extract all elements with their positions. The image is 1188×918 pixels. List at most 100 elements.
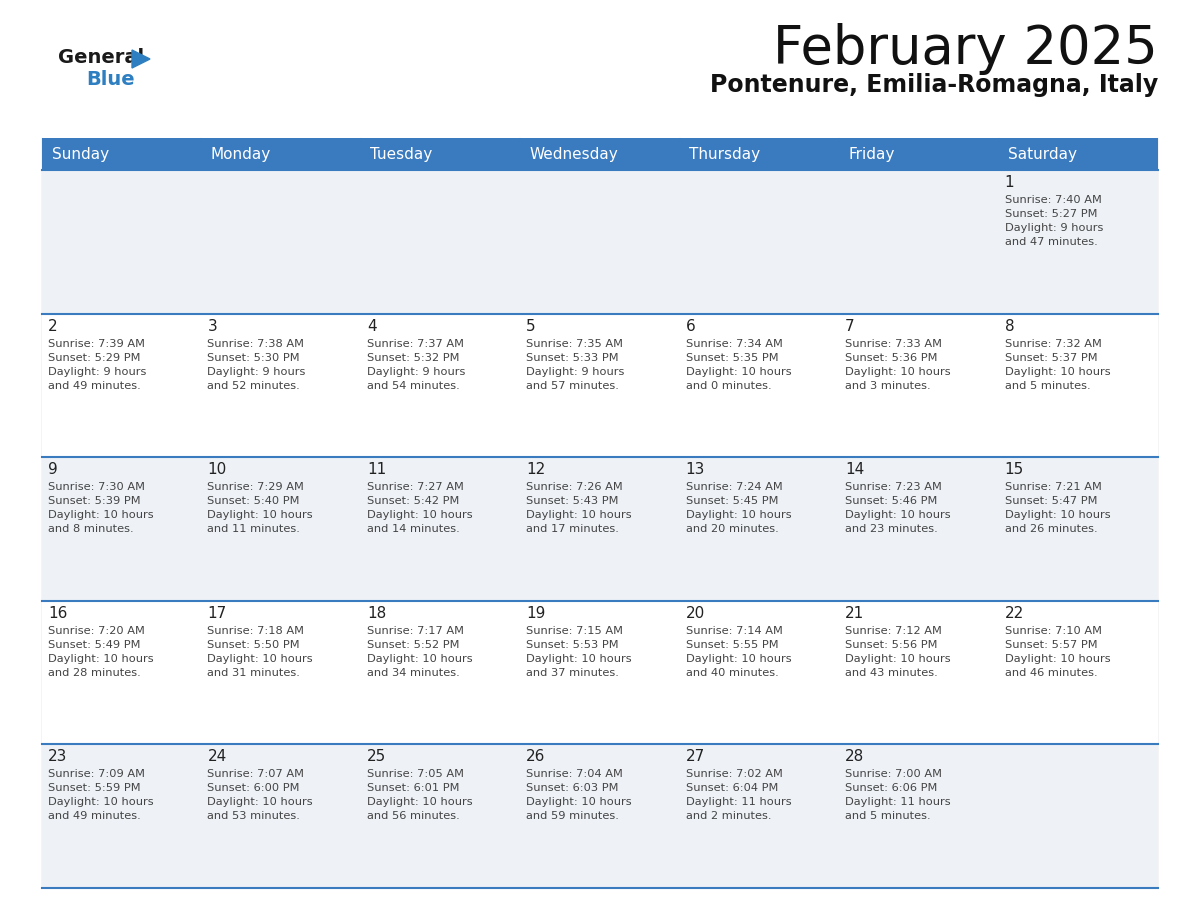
Text: 7: 7 [845,319,855,333]
Text: Sunset: 5:52 PM: Sunset: 5:52 PM [367,640,460,650]
Text: Sunrise: 7:24 AM: Sunrise: 7:24 AM [685,482,783,492]
Text: and 53 minutes.: and 53 minutes. [208,812,301,822]
Text: Daylight: 10 hours: Daylight: 10 hours [208,654,314,664]
Text: 15: 15 [1005,462,1024,477]
Text: 19: 19 [526,606,545,621]
Text: and 52 minutes.: and 52 minutes. [208,381,301,390]
Text: and 0 minutes.: and 0 minutes. [685,381,771,390]
Text: 8: 8 [1005,319,1015,333]
Text: Tuesday: Tuesday [371,147,432,162]
Text: Sunrise: 7:38 AM: Sunrise: 7:38 AM [208,339,304,349]
Text: Sunrise: 7:20 AM: Sunrise: 7:20 AM [48,626,145,636]
Text: Sunrise: 7:07 AM: Sunrise: 7:07 AM [208,769,304,779]
Text: Sunrise: 7:35 AM: Sunrise: 7:35 AM [526,339,624,349]
Text: and 46 minutes.: and 46 minutes. [1005,667,1098,677]
Text: Sunrise: 7:23 AM: Sunrise: 7:23 AM [845,482,942,492]
Text: 1: 1 [1005,175,1015,190]
Text: 6: 6 [685,319,695,333]
Text: and 56 minutes.: and 56 minutes. [367,812,460,822]
Text: Sunrise: 7:18 AM: Sunrise: 7:18 AM [208,626,304,636]
Text: Sunrise: 7:12 AM: Sunrise: 7:12 AM [845,626,942,636]
Text: 25: 25 [367,749,386,765]
Text: Daylight: 10 hours: Daylight: 10 hours [48,798,153,808]
Text: Daylight: 10 hours: Daylight: 10 hours [1005,510,1111,521]
Text: Sunset: 6:06 PM: Sunset: 6:06 PM [845,783,937,793]
Text: Daylight: 10 hours: Daylight: 10 hours [685,510,791,521]
Text: 21: 21 [845,606,865,621]
Text: Daylight: 10 hours: Daylight: 10 hours [845,366,950,376]
Text: Sunset: 5:29 PM: Sunset: 5:29 PM [48,353,140,363]
Text: Saturday: Saturday [1009,147,1078,162]
Text: Sunday: Sunday [51,147,108,162]
Text: Sunset: 5:56 PM: Sunset: 5:56 PM [845,640,937,650]
Text: Daylight: 10 hours: Daylight: 10 hours [48,510,153,521]
Text: Sunrise: 7:29 AM: Sunrise: 7:29 AM [208,482,304,492]
Text: Daylight: 10 hours: Daylight: 10 hours [367,654,473,664]
Text: 26: 26 [526,749,545,765]
Text: Sunset: 5:36 PM: Sunset: 5:36 PM [845,353,937,363]
Text: Daylight: 10 hours: Daylight: 10 hours [526,510,632,521]
Text: Sunrise: 7:09 AM: Sunrise: 7:09 AM [48,769,145,779]
Text: 23: 23 [48,749,68,765]
Text: Sunset: 5:43 PM: Sunset: 5:43 PM [526,497,619,506]
Text: Sunrise: 7:04 AM: Sunrise: 7:04 AM [526,769,624,779]
Text: 17: 17 [208,606,227,621]
Text: and 31 minutes.: and 31 minutes. [208,667,301,677]
Text: Daylight: 11 hours: Daylight: 11 hours [845,798,950,808]
Text: 28: 28 [845,749,865,765]
Text: Sunrise: 7:14 AM: Sunrise: 7:14 AM [685,626,783,636]
Text: Daylight: 10 hours: Daylight: 10 hours [685,366,791,376]
Text: and 47 minutes.: and 47 minutes. [1005,237,1098,247]
Text: Daylight: 10 hours: Daylight: 10 hours [208,510,314,521]
Text: Daylight: 10 hours: Daylight: 10 hours [526,798,632,808]
Text: Sunset: 5:53 PM: Sunset: 5:53 PM [526,640,619,650]
Text: and 34 minutes.: and 34 minutes. [367,667,460,677]
Text: Wednesday: Wednesday [530,147,619,162]
Text: Friday: Friday [848,147,895,162]
Text: Daylight: 11 hours: Daylight: 11 hours [685,798,791,808]
Text: and 3 minutes.: and 3 minutes. [845,381,930,390]
Text: 2: 2 [48,319,58,333]
Text: and 37 minutes.: and 37 minutes. [526,667,619,677]
Text: 9: 9 [48,462,58,477]
Text: Sunrise: 7:32 AM: Sunrise: 7:32 AM [1005,339,1101,349]
Text: Sunset: 5:39 PM: Sunset: 5:39 PM [48,497,140,506]
Text: Daylight: 10 hours: Daylight: 10 hours [48,654,153,664]
Text: and 17 minutes.: and 17 minutes. [526,524,619,534]
Text: Blue: Blue [86,70,134,89]
Text: Monday: Monday [211,147,271,162]
Text: Sunrise: 7:37 AM: Sunrise: 7:37 AM [367,339,463,349]
Text: Daylight: 10 hours: Daylight: 10 hours [685,654,791,664]
Text: Sunset: 5:59 PM: Sunset: 5:59 PM [48,783,140,793]
Text: Sunset: 5:27 PM: Sunset: 5:27 PM [1005,209,1097,219]
Text: Sunset: 5:32 PM: Sunset: 5:32 PM [367,353,460,363]
Text: and 8 minutes.: and 8 minutes. [48,524,133,534]
Text: Sunset: 6:00 PM: Sunset: 6:00 PM [208,783,299,793]
Text: and 5 minutes.: and 5 minutes. [1005,381,1091,390]
Text: 27: 27 [685,749,704,765]
Text: and 49 minutes.: and 49 minutes. [48,381,140,390]
Text: Sunset: 5:30 PM: Sunset: 5:30 PM [208,353,301,363]
Text: Sunset: 5:49 PM: Sunset: 5:49 PM [48,640,140,650]
Text: and 54 minutes.: and 54 minutes. [367,381,460,390]
Text: Sunset: 5:40 PM: Sunset: 5:40 PM [208,497,299,506]
Text: Daylight: 9 hours: Daylight: 9 hours [48,366,146,376]
Text: Sunset: 5:42 PM: Sunset: 5:42 PM [367,497,460,506]
Text: 22: 22 [1005,606,1024,621]
Text: and 11 minutes.: and 11 minutes. [208,524,301,534]
Text: Daylight: 10 hours: Daylight: 10 hours [367,798,473,808]
Text: Sunset: 6:04 PM: Sunset: 6:04 PM [685,783,778,793]
Text: 5: 5 [526,319,536,333]
Text: 4: 4 [367,319,377,333]
Text: 10: 10 [208,462,227,477]
Text: 24: 24 [208,749,227,765]
Text: and 20 minutes.: and 20 minutes. [685,524,778,534]
Text: and 59 minutes.: and 59 minutes. [526,812,619,822]
Polygon shape [132,50,150,68]
Text: Sunset: 5:37 PM: Sunset: 5:37 PM [1005,353,1098,363]
Text: Sunset: 6:01 PM: Sunset: 6:01 PM [367,783,460,793]
Text: Daylight: 10 hours: Daylight: 10 hours [845,510,950,521]
Text: Sunrise: 7:33 AM: Sunrise: 7:33 AM [845,339,942,349]
Text: Sunset: 5:45 PM: Sunset: 5:45 PM [685,497,778,506]
Text: Sunrise: 7:00 AM: Sunrise: 7:00 AM [845,769,942,779]
